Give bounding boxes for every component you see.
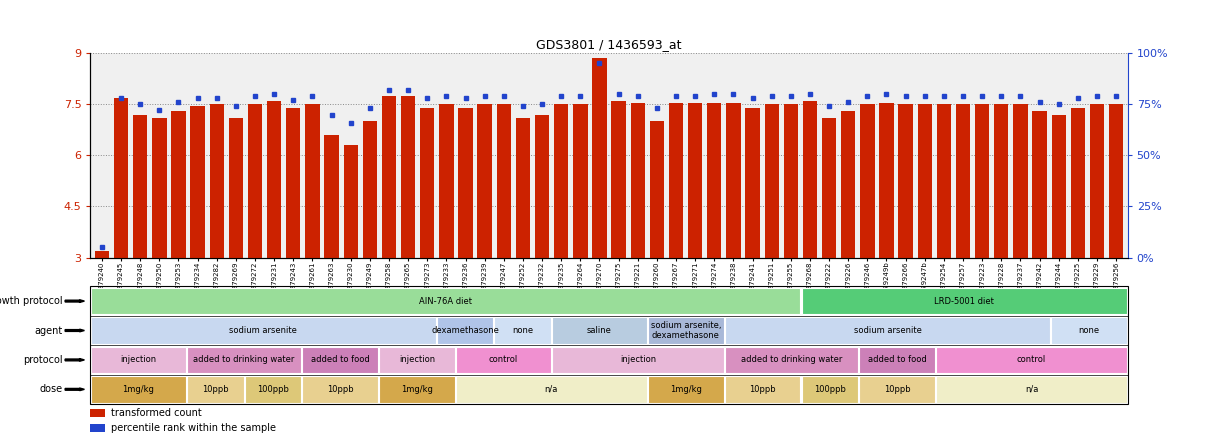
Text: injection: injection [121, 355, 157, 365]
Bar [439, 104, 453, 258]
Text: growth protocol: growth protocol [0, 296, 63, 306]
Text: n/a: n/a [1025, 385, 1038, 394]
Bar [1071, 108, 1085, 258]
Text: LRD-5001 diet: LRD-5001 diet [935, 297, 994, 305]
Bar [1032, 111, 1047, 258]
Bar [363, 121, 377, 258]
Bar [822, 118, 836, 258]
Bar [152, 118, 166, 258]
Bar [400, 96, 415, 258]
Text: agent: agent [35, 325, 63, 336]
Bar [707, 103, 721, 258]
Bar [841, 111, 855, 258]
Bar [516, 118, 531, 258]
Bar [286, 108, 300, 258]
Bar [191, 106, 205, 258]
Bar [879, 103, 894, 258]
Bar [898, 104, 913, 258]
Bar [1013, 104, 1028, 258]
Text: added to drinking water: added to drinking water [193, 355, 294, 365]
Bar [95, 251, 109, 258]
Bar [573, 104, 587, 258]
Text: none: none [513, 326, 533, 335]
Text: 10ppb: 10ppb [201, 385, 229, 394]
Bar [726, 103, 740, 258]
Text: none: none [1078, 326, 1100, 335]
Text: saline: saline [587, 326, 611, 335]
Bar [956, 104, 970, 258]
Text: 100ppb: 100ppb [257, 385, 289, 394]
Text: injection: injection [620, 355, 656, 365]
Bar [631, 103, 645, 258]
Bar [650, 121, 665, 258]
Text: sodium arsenite: sodium arsenite [229, 326, 297, 335]
Bar [210, 104, 224, 258]
Text: 100ppb: 100ppb [814, 385, 845, 394]
Bar [745, 108, 760, 258]
Bar [420, 108, 434, 258]
Bar [918, 104, 932, 258]
Text: sodium arsenite,
dexamethasone: sodium arsenite, dexamethasone [650, 321, 721, 340]
Text: dexamethasone: dexamethasone [431, 326, 499, 335]
Text: protocol: protocol [23, 355, 63, 365]
Bar [478, 104, 492, 258]
Text: 1mg/kg: 1mg/kg [669, 385, 702, 394]
Text: injection: injection [399, 355, 435, 365]
Text: 10ppb: 10ppb [884, 385, 911, 394]
Text: control: control [1017, 355, 1046, 365]
Text: n/a: n/a [545, 385, 558, 394]
Text: AIN-76A diet: AIN-76A diet [420, 297, 473, 305]
Bar [554, 104, 568, 258]
Bar [458, 108, 473, 258]
Bar [344, 145, 358, 258]
Bar [1090, 104, 1105, 258]
Text: 1mg/kg: 1mg/kg [402, 385, 433, 394]
Bar [803, 101, 818, 258]
Bar [382, 96, 396, 258]
Bar [860, 104, 874, 258]
Text: added to food: added to food [868, 355, 926, 365]
Bar [535, 115, 549, 258]
Text: GDS3801 / 1436593_at: GDS3801 / 1436593_at [537, 38, 681, 51]
Bar [611, 101, 626, 258]
Text: transformed count: transformed count [111, 408, 201, 418]
Bar [113, 98, 128, 258]
Bar [324, 135, 339, 258]
Bar [687, 103, 702, 258]
Bar [133, 115, 147, 258]
Text: sodium arsenite: sodium arsenite [854, 326, 921, 335]
Bar [267, 101, 281, 258]
Bar [171, 111, 186, 258]
Bar [1110, 104, 1123, 258]
Bar [1052, 115, 1066, 258]
Bar [974, 104, 989, 258]
Text: added to food: added to food [311, 355, 369, 365]
Text: percentile rank within the sample: percentile rank within the sample [111, 424, 276, 433]
Bar [592, 59, 607, 258]
Bar [305, 104, 320, 258]
Bar [765, 104, 779, 258]
Text: dose: dose [40, 385, 63, 394]
Bar [784, 104, 798, 258]
Bar [229, 118, 244, 258]
Text: added to drinking water: added to drinking water [740, 355, 842, 365]
Bar [937, 104, 952, 258]
Text: control: control [488, 355, 519, 365]
Bar [669, 103, 683, 258]
Bar [994, 104, 1008, 258]
Bar [248, 104, 262, 258]
Text: 10ppb: 10ppb [327, 385, 353, 394]
Bar [497, 104, 511, 258]
Text: 10ppb: 10ppb [749, 385, 775, 394]
Text: 1mg/kg: 1mg/kg [123, 385, 154, 394]
